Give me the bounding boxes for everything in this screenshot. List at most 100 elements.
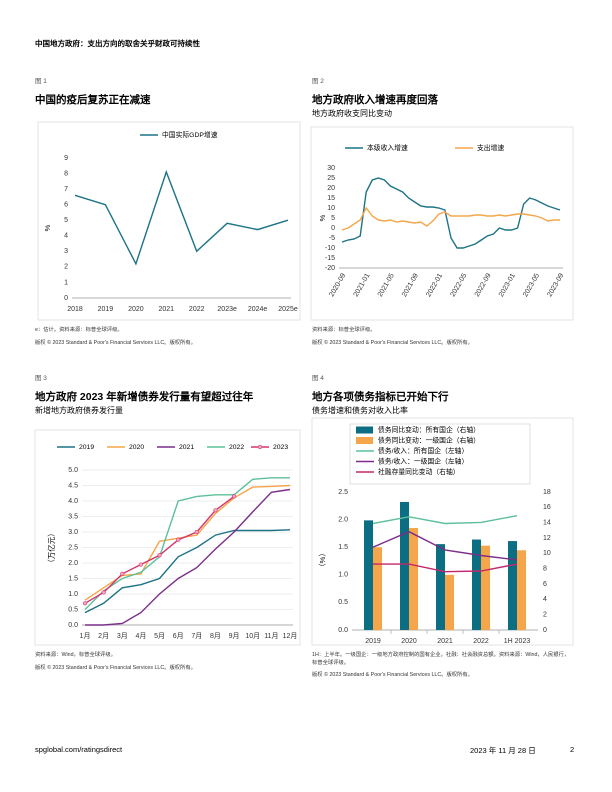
x-tick-label: 2023e xyxy=(217,306,237,313)
note: 版权 © 2023 Standard & Poor's Financial Se… xyxy=(35,340,196,346)
note: 资料来源：标普全球评级。 xyxy=(312,327,376,333)
x-tick-label: 2024e xyxy=(248,306,268,313)
chart-title: 地方政府收入增速再度回落 xyxy=(312,94,438,106)
note: 版权 © 2023 Standard & Poor's Financial Se… xyxy=(312,340,473,346)
y-tick-label: 1.5 xyxy=(68,575,78,582)
bar xyxy=(436,544,445,630)
y-tick-label: 0.0 xyxy=(338,627,348,634)
x-tick-label: 1H 2023 xyxy=(504,638,531,645)
x-tick-label: 2月 xyxy=(98,632,109,640)
y-axis-label: % xyxy=(318,214,327,221)
y-tick-label: 4.5 xyxy=(68,482,78,489)
legend-swatch xyxy=(356,437,373,444)
legend-label: 2019 xyxy=(79,444,94,451)
line xyxy=(84,495,235,604)
note: 1H：上半年。一级国企：一级地方政府控制的国有企业。社融：社会融资总额。资料来源… xyxy=(312,652,570,666)
note: 版权 © 2023 Standard & Poor's Financial Se… xyxy=(312,672,473,678)
bar xyxy=(481,545,490,630)
y-tick-label: 1.0 xyxy=(68,591,78,598)
y-tick-label: -5 xyxy=(329,235,335,242)
x-tick-label: 2021-01 xyxy=(353,272,372,298)
chart-subtitle: 债务增速和债务对收入比率 xyxy=(312,406,408,415)
line xyxy=(372,530,518,561)
line xyxy=(372,515,518,525)
legend-label: 支出增速 xyxy=(477,143,504,152)
y-tick-label: 2.0 xyxy=(68,560,78,567)
y2-tick-label: 4 xyxy=(543,596,547,603)
marker xyxy=(157,553,162,558)
figure-label: 图 2 xyxy=(312,78,324,85)
y-axis-label: % xyxy=(43,224,52,231)
footer-page: 2 xyxy=(570,745,575,754)
x-tick-label: 8月 xyxy=(210,632,221,640)
y-tick-label: 3.0 xyxy=(68,529,78,536)
panel-frame xyxy=(37,121,301,321)
chart-subtitle: 地方政府收支同比变动 xyxy=(312,109,392,118)
y2-tick-label: 10 xyxy=(543,550,551,557)
x-tick-label: 2019 xyxy=(365,638,381,645)
x-tick-label: 10月 xyxy=(245,632,260,640)
x-tick-label: 2020 xyxy=(401,638,417,645)
x-tick-label: 2025e xyxy=(278,306,298,313)
chart-title: 地方各项债务指标已开始下行 xyxy=(312,391,449,403)
x-tick-label: 2022-05 xyxy=(450,272,469,298)
y-tick-label: 2.5 xyxy=(338,489,348,496)
y-tick-label: 4 xyxy=(64,233,68,240)
legend-label: 债务/收入：所有国企（左轴） xyxy=(378,446,468,455)
x-tick-label: 2018 xyxy=(67,306,83,313)
x-tick-label: 2022 xyxy=(189,306,205,313)
bar xyxy=(373,547,382,630)
x-tick-label: 2020 xyxy=(128,306,144,313)
bar xyxy=(445,574,454,630)
y2-tick-label: 14 xyxy=(543,520,551,527)
figure-label: 图 3 xyxy=(35,375,47,382)
y-tick-label: 10 xyxy=(327,205,335,212)
y2-tick-label: 12 xyxy=(543,535,551,542)
y-tick-label: 1.0 xyxy=(338,572,348,579)
y-tick-label: 5 xyxy=(331,215,335,222)
y-tick-label: 0 xyxy=(331,225,335,232)
legend-label: 2021 xyxy=(179,444,194,451)
bar xyxy=(409,528,418,630)
y2-tick-label: 2 xyxy=(543,612,547,619)
marker xyxy=(138,562,144,567)
legend-label: 中国实际GDP增速 xyxy=(162,130,218,139)
line xyxy=(84,529,291,614)
x-tick-label: 3月 xyxy=(117,632,128,640)
y-tick-label: 3.5 xyxy=(68,513,78,520)
y-tick-label: 30 xyxy=(327,165,335,172)
header-title: 中国地方政府：支出方向的取舍关乎财政可持续性 xyxy=(35,39,200,48)
y-tick-label: -15 xyxy=(325,255,335,262)
y-tick-label: 0.5 xyxy=(68,606,78,613)
legend-label: 债务/收入：一级国企（左轴） xyxy=(378,456,468,465)
x-tick-label: 6月 xyxy=(173,632,184,640)
legend-label: 2023 xyxy=(273,444,288,451)
y-tick-label: -10 xyxy=(325,245,335,252)
x-tick-label: 7月 xyxy=(191,632,202,640)
legend-label: 本级收入增速 xyxy=(367,143,408,152)
x-tick-label: 5月 xyxy=(154,632,165,640)
x-tick-label: 2019 xyxy=(98,306,114,313)
y2-tick-label: 18 xyxy=(543,489,551,496)
y-tick-label: 25 xyxy=(327,175,335,182)
x-tick-label: 2022-09 xyxy=(474,272,493,298)
y-tick-label: 8 xyxy=(64,170,68,177)
x-tick-label: 2021 xyxy=(437,638,453,645)
y2-tick-label: 8 xyxy=(543,566,547,573)
y-tick-label: 20 xyxy=(327,185,335,192)
y-tick-label: 7 xyxy=(64,186,68,193)
y-tick-label: 5 xyxy=(64,217,68,224)
x-tick-label: 2021-09 xyxy=(401,272,420,298)
y-tick-label: 2.0 xyxy=(338,516,348,523)
y-tick-label: 2.5 xyxy=(68,544,78,551)
line xyxy=(373,563,518,573)
note: 版权 © 2023 Standard & Poor's Financial Se… xyxy=(35,665,196,671)
chart-title: 中国的疫后复苏正在减速 xyxy=(35,94,151,106)
line xyxy=(85,488,291,626)
legend-label: 2020 xyxy=(129,444,144,451)
y-tick-label: 1 xyxy=(64,279,68,286)
x-tick-label: 2023-05 xyxy=(522,272,541,298)
y2-tick-label: 6 xyxy=(543,581,547,588)
